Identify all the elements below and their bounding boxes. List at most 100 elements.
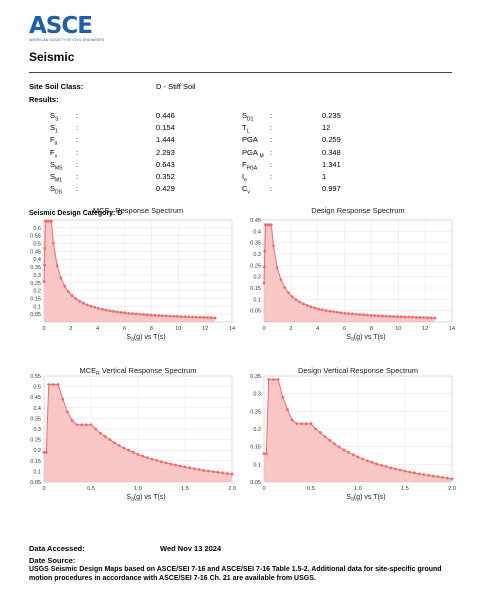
data-point (84, 423, 88, 427)
param-symbol: Ie (242, 172, 247, 184)
data-point (108, 438, 112, 441)
param-colon: : (76, 184, 79, 194)
data-point (194, 315, 198, 319)
data-point (113, 441, 116, 445)
param-value: 1.341 (322, 159, 341, 169)
data-point (342, 448, 346, 452)
param-colon: : (270, 172, 273, 181)
series-area (264, 379, 452, 482)
data-point (450, 477, 454, 481)
data-point (108, 309, 112, 313)
param-value: 0.259 (322, 135, 341, 145)
data-point (358, 313, 362, 316)
data-point (366, 313, 369, 317)
data-point (211, 470, 215, 474)
x-tick-label: 12 (422, 326, 428, 332)
y-tick-label: 0.1 (33, 304, 41, 310)
data-point (49, 219, 53, 223)
x-tick-label: 14 (229, 326, 235, 332)
data-point (142, 313, 146, 316)
data-point (407, 315, 411, 319)
data-point (262, 281, 266, 285)
data-point (394, 467, 397, 471)
param-symbol: FPGA (242, 159, 258, 172)
soil-class-value: D - Stiff Soil (156, 82, 196, 91)
data-point (422, 316, 426, 319)
data-point (197, 468, 201, 471)
seismic-design-category: Seismic Design Category: D (29, 210, 123, 217)
page-title: Seismic (29, 50, 75, 64)
data-point (104, 308, 108, 312)
data-point (302, 302, 305, 306)
data-accessed-label: Data Accessed: (29, 544, 85, 553)
data-point (66, 410, 69, 414)
data-point (373, 314, 377, 317)
y-tick-label: 0.5 (33, 242, 41, 248)
results-label: Results: (29, 95, 59, 104)
data-point (225, 472, 229, 475)
y-tick-label: 0.25 (250, 263, 261, 269)
data-point (172, 314, 176, 318)
data-accessed-value: Wed Nov 13 2024 (160, 544, 222, 553)
data-point (136, 453, 140, 456)
data-point (398, 468, 402, 472)
data-point (366, 459, 369, 463)
data-point (422, 473, 426, 476)
data-point (354, 312, 358, 316)
data-point (279, 278, 283, 282)
data-point (343, 311, 347, 315)
x-tick-label: 8 (370, 326, 373, 332)
data-point (290, 418, 294, 422)
x-tick-label: 2.0 (448, 486, 456, 492)
data-point (414, 315, 418, 319)
data-point (304, 422, 308, 426)
y-tick-label: 0.35 (250, 241, 261, 247)
data-point (141, 454, 145, 458)
data-point (55, 264, 59, 268)
data-point (206, 316, 209, 319)
y-tick-label: 0.25 (30, 281, 41, 287)
data-point (264, 452, 268, 456)
y-tick-label: 0.3 (33, 273, 41, 279)
y-tick-label: 0.15 (250, 445, 261, 451)
data-point (305, 304, 309, 307)
data-point (361, 457, 365, 461)
data-point (445, 476, 449, 480)
data-point (183, 315, 187, 319)
y-tick-label: 0.05 (250, 309, 261, 315)
x-axis-label: Sa(g) vs T(s) (346, 334, 385, 343)
data-point (179, 315, 183, 318)
data-point (392, 315, 396, 318)
data-point (127, 448, 130, 452)
x-tick-label: 2.0 (228, 486, 236, 492)
data-point (161, 314, 164, 318)
param-symbol: Cv (242, 184, 250, 196)
param-value: 0.643 (156, 159, 175, 169)
param-symbol: Fa (50, 135, 58, 147)
y-tick-label: 0.15 (250, 286, 261, 292)
data-point (418, 316, 422, 319)
data-point (281, 395, 285, 399)
param-value: 0.429 (156, 184, 175, 194)
data-point (70, 419, 74, 422)
param-colon: : (270, 184, 273, 194)
param-symbol: Fv (50, 147, 58, 160)
param-value: 0.997 (322, 184, 341, 194)
param-symbol: PGA (242, 135, 258, 145)
data-point (300, 422, 303, 426)
param-value: 1.444 (156, 135, 175, 145)
data-point (42, 450, 46, 454)
param-symbol: SMS (50, 159, 63, 172)
param-colon: : (270, 135, 273, 145)
data-point (153, 313, 157, 317)
data-point (198, 315, 202, 319)
param-colon: : (76, 123, 79, 133)
x-axis-label: Sa(g) vs T(s) (346, 494, 385, 503)
y-tick-label: 0.45 (250, 218, 261, 224)
data-point (112, 309, 115, 313)
data-point (78, 299, 82, 303)
data-point (183, 465, 187, 469)
param-symbol: SD1 (242, 111, 254, 123)
data-point (202, 468, 206, 472)
